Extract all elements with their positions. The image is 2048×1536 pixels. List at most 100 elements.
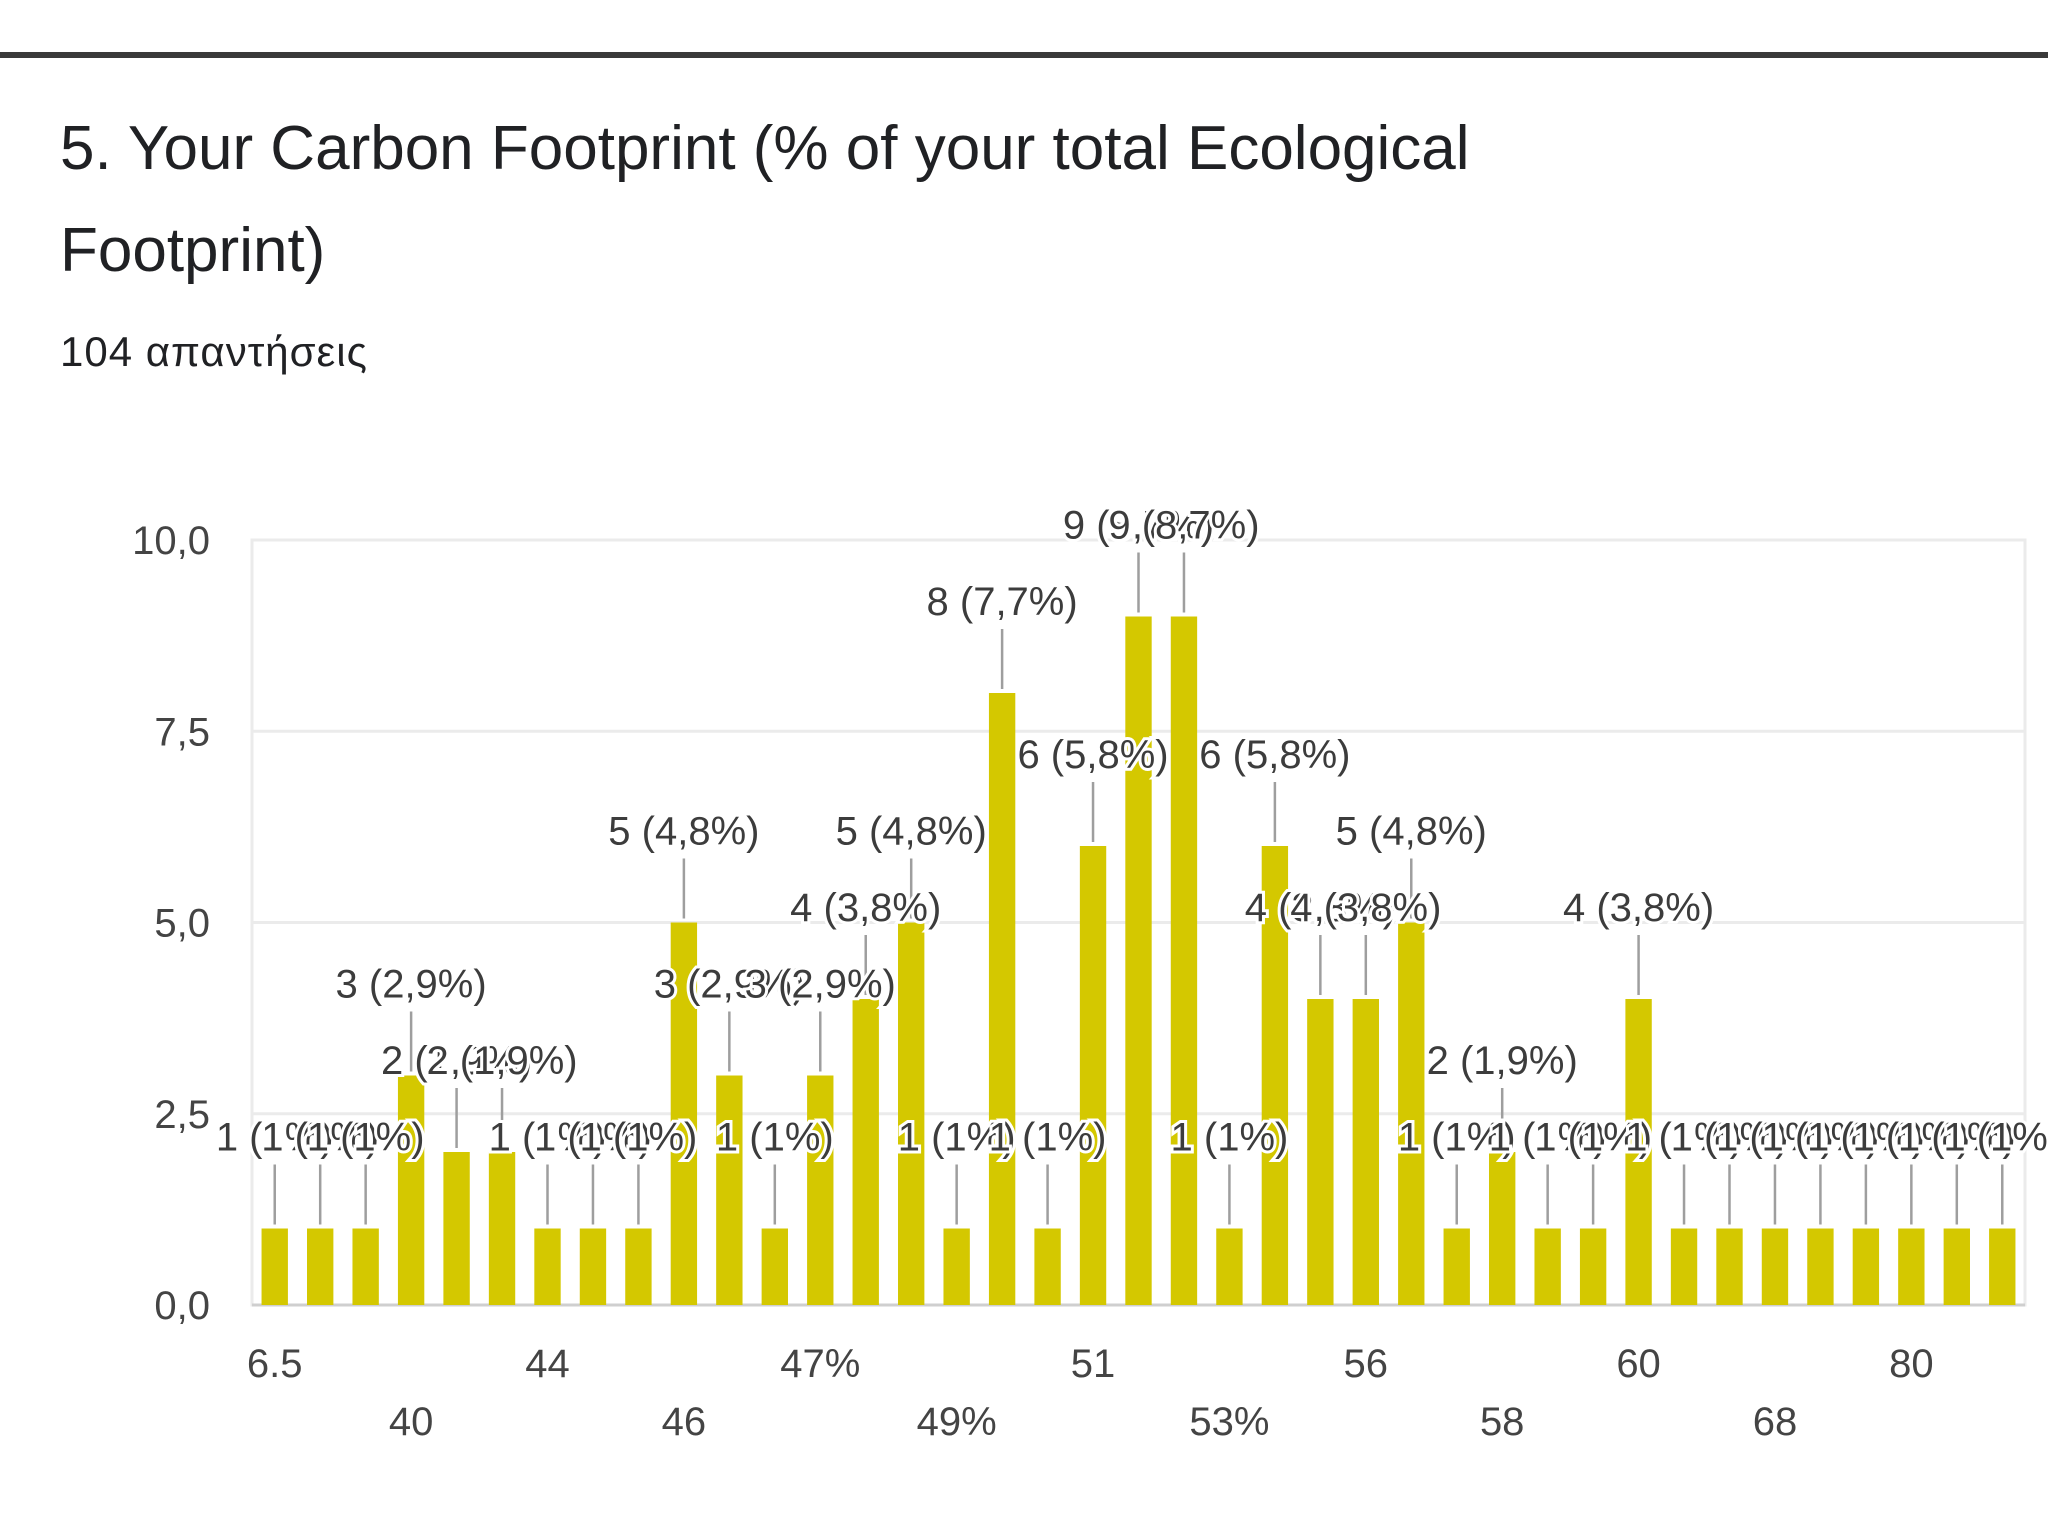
data-label: 5 (4,8%) xyxy=(836,810,987,854)
y-tick-label: 10,0 xyxy=(132,519,210,563)
data-label: 6 (5,8%) xyxy=(1199,733,1350,777)
x-tick-label: 60 xyxy=(1616,1342,1661,1386)
x-tick-label: 40 xyxy=(389,1400,434,1444)
data-label: 9 (8,7%) xyxy=(1063,504,1214,548)
bar[interactable] xyxy=(579,1228,607,1306)
bar[interactable] xyxy=(1261,846,1289,1305)
bar[interactable] xyxy=(670,922,698,1306)
data-label: 1 (1%) xyxy=(1489,1116,1607,1160)
bar[interactable] xyxy=(1625,999,1652,1305)
x-tick-label: 51 xyxy=(1071,1342,1116,1386)
data-label: 4 (3,8%) xyxy=(790,886,941,930)
bar[interactable] xyxy=(943,1228,970,1306)
data-label: 1 (1%) xyxy=(580,1116,698,1160)
bar[interactable] xyxy=(1216,1228,1243,1306)
data-label: 1 (1%) xyxy=(534,1116,652,1160)
bar[interactable] xyxy=(761,1228,788,1306)
x-tick-label: 47% xyxy=(780,1342,860,1386)
bar[interactable] xyxy=(1943,1228,1970,1306)
x-tick-label: 46 xyxy=(662,1400,707,1444)
x-tick-label: 6.5 xyxy=(247,1342,303,1386)
data-label: 1 (1%) xyxy=(1943,1116,2048,1160)
bar[interactable] xyxy=(488,1152,516,1305)
data-label: 9 (8,7%) xyxy=(1108,504,1259,548)
bar[interactable] xyxy=(1125,616,1152,1306)
data-label: 3 (2,9%) xyxy=(745,963,896,1007)
bar[interactable] xyxy=(1534,1228,1561,1306)
bar[interactable] xyxy=(1170,616,1198,1306)
data-label: 3 (2,9%) xyxy=(336,963,487,1007)
data-label: 1 (1%) xyxy=(716,1116,834,1160)
y-axis-ticks: 0,0 2,5 5,0 7,5 10,0 xyxy=(132,519,210,1328)
data-label: 2 (1,9%) xyxy=(426,1039,577,1083)
data-label: 2 (1,9%) xyxy=(381,1039,532,1083)
bar[interactable] xyxy=(1670,1228,1698,1306)
bar[interactable] xyxy=(1989,1228,2016,1306)
bar[interactable] xyxy=(1398,922,1425,1306)
data-label: 1 (1%) xyxy=(1398,1116,1516,1160)
bar[interactable] xyxy=(898,922,925,1306)
data-labels: 1 (1%)1 (1%)1 (1%)3 (2,9%)2 (1,9%)2 (1,9… xyxy=(213,501,2048,1163)
data-label: 1 (1%) xyxy=(489,1116,607,1160)
bar[interactable] xyxy=(261,1228,288,1306)
bar[interactable] xyxy=(1852,1228,1880,1306)
response-count: 104 απαντήσεις xyxy=(60,328,368,375)
bar[interactable] xyxy=(397,1075,425,1306)
x-tick-label: 44 xyxy=(525,1342,570,1386)
y-tick-label: 2,5 xyxy=(154,1093,210,1137)
data-label: 2 (1,9%) xyxy=(1427,1039,1578,1083)
data-label: 4 (3,8%) xyxy=(1290,886,1441,930)
data-label: 4 (3,8%) xyxy=(1563,886,1714,930)
bar[interactable] xyxy=(807,1075,834,1306)
data-label: 8 (7,7%) xyxy=(927,580,1078,624)
data-label: 1 (1%) xyxy=(216,1116,334,1160)
top-rule xyxy=(0,52,2048,58)
bar[interactable] xyxy=(352,1228,379,1306)
bar[interactable] xyxy=(534,1228,561,1306)
bar[interactable] xyxy=(1443,1228,1470,1306)
x-tick-label: 80 xyxy=(1889,1342,1934,1386)
data-label: 1 (1%) xyxy=(1625,1116,1743,1160)
data-label: 3 (2,9%) xyxy=(654,963,805,1007)
data-label: 1 (1%) xyxy=(1762,1116,1880,1160)
data-label: 1 (1%) xyxy=(1716,1116,1834,1160)
bar[interactable] xyxy=(1079,846,1107,1305)
bar[interactable] xyxy=(716,1075,743,1306)
bar[interactable] xyxy=(852,999,879,1305)
bar[interactable] xyxy=(1034,1228,1061,1306)
bar[interactable] xyxy=(1716,1228,1743,1306)
y-tick-label: 7,5 xyxy=(154,710,210,754)
x-tick-label: 56 xyxy=(1344,1342,1389,1386)
data-label: 1 (1%) xyxy=(1807,1116,1925,1160)
data-label: 1 (1%) xyxy=(1671,1116,1789,1160)
y-tick-label: 5,0 xyxy=(154,902,210,946)
data-label: 1 (1%) xyxy=(1171,1116,1289,1160)
data-label: 1 (1%) xyxy=(989,1116,1107,1160)
bar[interactable] xyxy=(1307,999,1334,1305)
bar[interactable] xyxy=(443,1152,470,1305)
x-tick-label: 49% xyxy=(917,1400,997,1444)
x-tick-label: 68 xyxy=(1753,1400,1798,1444)
data-label: 1 (1%) xyxy=(307,1116,425,1160)
bar[interactable] xyxy=(625,1228,652,1306)
bar-layer xyxy=(261,616,2016,1306)
bar[interactable] xyxy=(1898,1228,1925,1306)
bar[interactable] xyxy=(988,693,1016,1305)
leader-layer xyxy=(273,552,2004,1225)
data-label: 5 (4,8%) xyxy=(608,810,759,854)
bar[interactable] xyxy=(307,1228,334,1306)
bar[interactable] xyxy=(1579,1228,1607,1306)
x-axis-ticks: 6.5 40 44 46 47% 49% 51 53% 56 58 60 68 80 xyxy=(247,1342,1934,1444)
data-label: 1 (1%) xyxy=(1898,1116,2016,1160)
y-tick-label: 0,0 xyxy=(154,1284,210,1328)
data-label: 4 (3,8%) xyxy=(1245,886,1396,930)
bar[interactable] xyxy=(1352,999,1379,1305)
bar[interactable] xyxy=(1761,1228,1789,1306)
data-label: 1 (1%) xyxy=(898,1116,1016,1160)
bar[interactable] xyxy=(1489,1152,1516,1305)
data-label: 1 (1%) xyxy=(1852,1116,1970,1160)
question-title: 5. Your Carbon Footprint (% of your tota… xyxy=(60,114,1470,285)
x-tick-label: 53% xyxy=(1189,1400,1269,1444)
bar[interactable] xyxy=(1807,1228,1834,1306)
